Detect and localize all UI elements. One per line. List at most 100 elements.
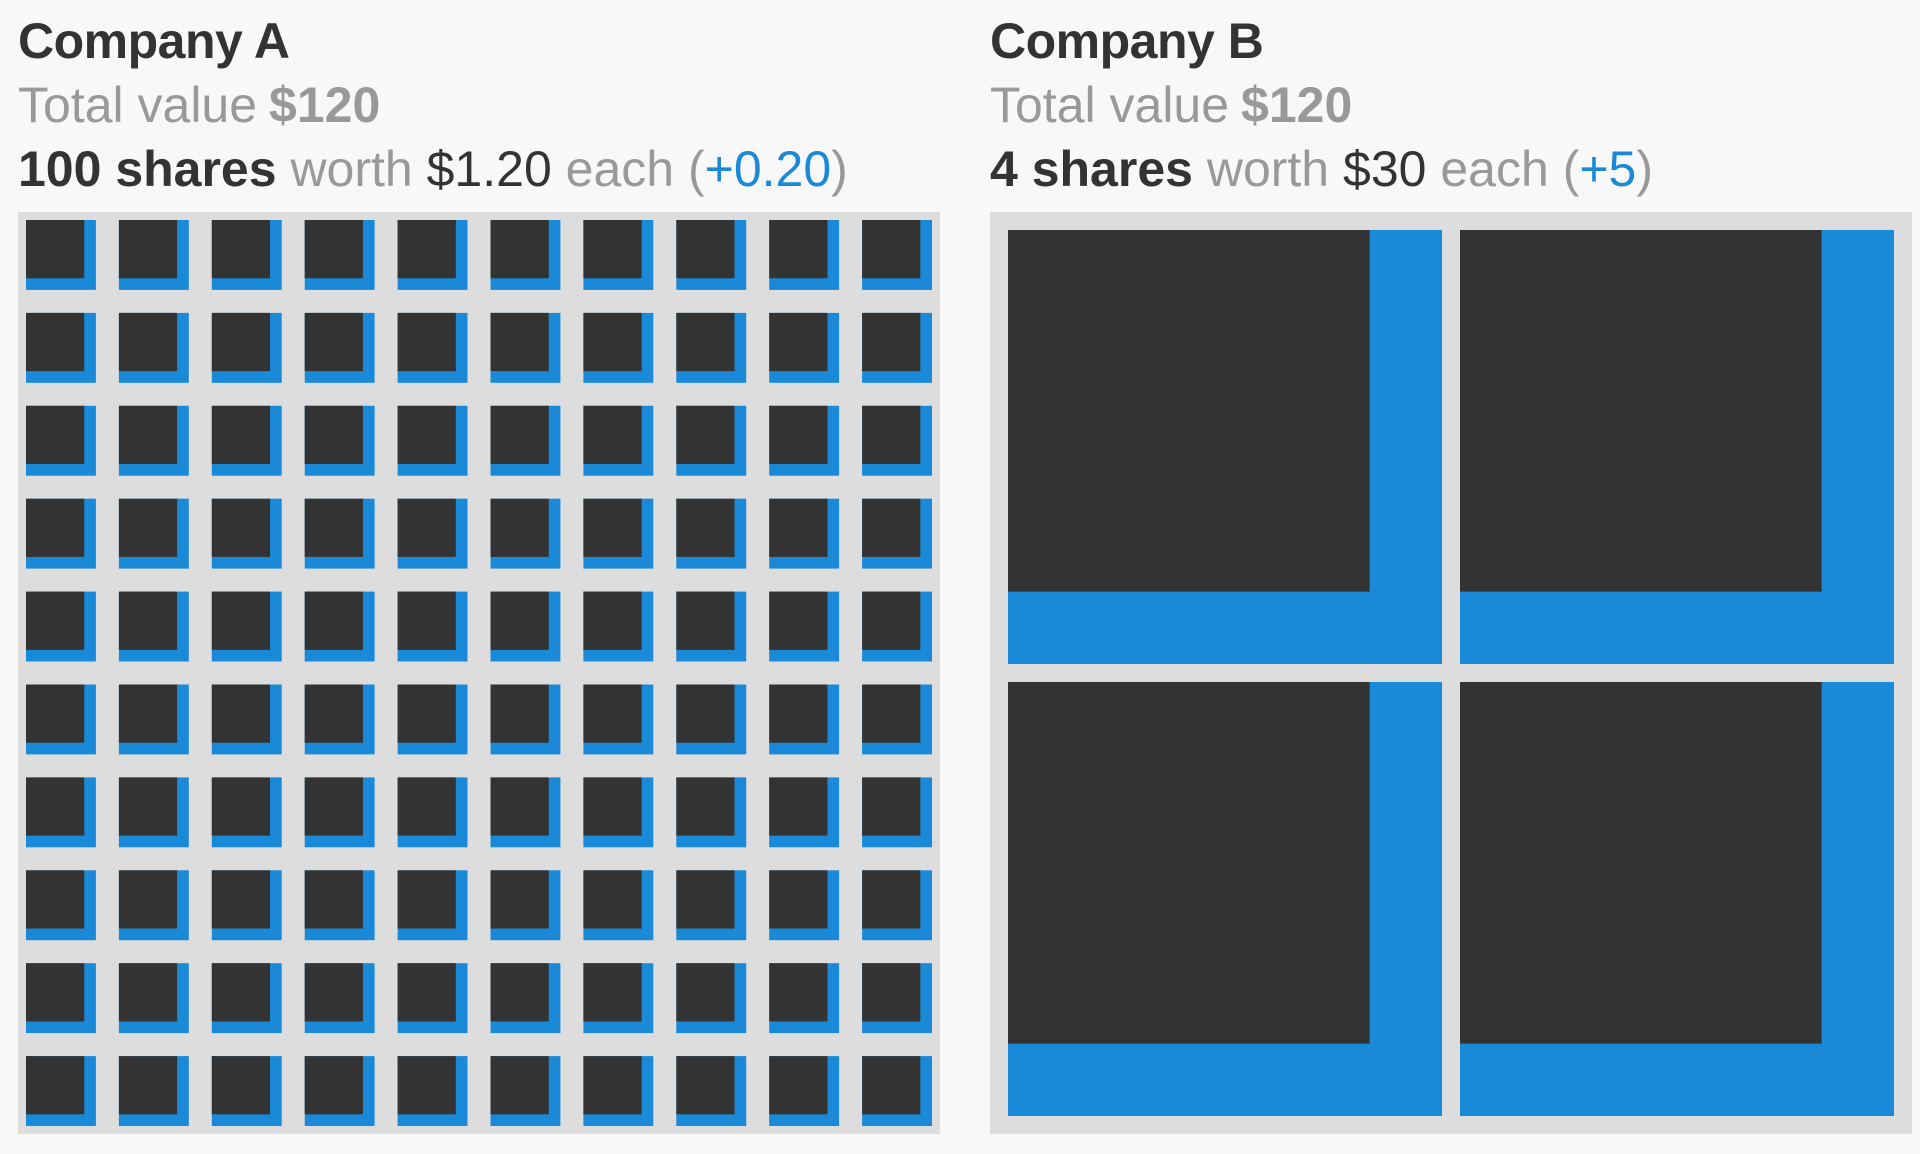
company-a-share-base-24 (304, 405, 363, 465)
company-a-share-base-70 (862, 777, 921, 836)
company-a-share-base-83 (211, 963, 271, 1022)
company-a-share-34 (304, 498, 375, 569)
company-a-share-100 (862, 1056, 932, 1126)
company-a-share-base-58 (676, 684, 735, 743)
company-a-share-base-50 (862, 591, 921, 650)
company-a-share-base-64 (304, 777, 363, 836)
company-b-shares-count: 4 shares (990, 141, 1193, 197)
company-b-share-1 (1008, 230, 1442, 664)
company-a-share-base-37 (583, 498, 642, 557)
company-a-share-52 (118, 684, 189, 755)
company-a-share-85 (397, 963, 468, 1034)
company-a-share-base-15 (397, 312, 456, 372)
company-a-share-67 (583, 777, 654, 848)
company-a-share-48 (676, 591, 747, 662)
company-a-share-base-68 (676, 777, 735, 836)
company-b-share-4 (1460, 682, 1894, 1116)
company-a-share-74 (304, 870, 375, 941)
company-a-share-base-23 (211, 405, 271, 465)
company-a-share-8 (676, 220, 747, 290)
company-b-title: Company B (990, 13, 1264, 69)
company-b-shares-line: 4 shares worth $30 each (+5) (990, 140, 1653, 198)
company-a-share-76 (490, 870, 561, 941)
company-a-share-base-14 (304, 312, 363, 372)
company-a-share-32 (118, 498, 189, 569)
company-a-share-base-72 (118, 870, 178, 929)
company-a-share-base-87 (583, 963, 642, 1022)
company-b-total-value: $120 (1241, 77, 1353, 133)
company-a-share-base-38 (676, 498, 735, 557)
company-b-share-grid (990, 212, 1912, 1134)
company-a-share-10 (862, 220, 932, 290)
company-a-share-base-74 (304, 870, 363, 929)
company-b-price: $30 (1343, 141, 1427, 197)
company-a-share-base-81 (26, 963, 85, 1022)
company-a-share-base-17 (583, 312, 642, 372)
company-a-share-base-33 (211, 498, 271, 557)
company-a-share-base-66 (490, 777, 549, 836)
company-a-share-77 (583, 870, 654, 941)
company-b-worth-word: worth (1206, 141, 1330, 197)
company-a-share-base-89 (769, 963, 828, 1022)
company-a-share-98 (676, 1056, 747, 1126)
company-a-share-base-40 (862, 498, 921, 557)
company-a-share-46 (490, 591, 561, 662)
company-a-share-base-88 (676, 963, 735, 1022)
company-a-share-54 (304, 684, 375, 755)
company-a-share-72 (118, 870, 189, 941)
company-a-share-base-91 (26, 1056, 85, 1115)
company-a-share-95 (397, 1056, 468, 1126)
company-a-share-base-18 (676, 312, 735, 372)
company-a-share-base-98 (676, 1056, 735, 1115)
company-a-share-base-47 (583, 591, 642, 650)
company-a-share-71 (26, 870, 96, 941)
company-a-share-53 (211, 684, 282, 755)
company-a-share-44 (304, 591, 375, 662)
company-a-share-91 (26, 1056, 96, 1126)
company-a-share-base-2 (118, 220, 178, 279)
company-a-share-base-41 (26, 591, 85, 650)
company-a-share-69 (769, 777, 840, 848)
company-a-share-1 (26, 220, 96, 290)
company-a-share-base-31 (26, 498, 85, 557)
company-a-share-3 (211, 220, 282, 290)
company-a-share-86 (490, 963, 561, 1034)
company-b-share-base-3 (1008, 682, 1370, 1044)
company-a-share-base-1 (26, 220, 85, 279)
company-a-share-base-34 (304, 498, 363, 557)
company-a-share-83 (211, 963, 282, 1034)
company-a-share-base-49 (769, 591, 828, 650)
company-a-share-51 (26, 684, 96, 755)
company-a-share-94 (304, 1056, 375, 1126)
company-b-share-base-1 (1008, 230, 1370, 592)
company-a-share-base-48 (676, 591, 735, 650)
company-a-share-99 (769, 1056, 840, 1126)
company-a-share-16 (490, 312, 561, 383)
company-a-share-base-35 (397, 498, 456, 557)
company-a-share-60 (862, 684, 932, 755)
company-a-share-68 (676, 777, 747, 848)
company-a-share-base-96 (490, 1056, 549, 1115)
company-a-shares-count: 100 shares (18, 141, 277, 197)
company-a-share-base-25 (397, 405, 456, 465)
company-a-share-base-22 (118, 405, 178, 465)
company-a-share-37 (583, 498, 654, 569)
company-a-share-base-95 (397, 1056, 456, 1115)
company-b-share-grid-svg (1008, 230, 1894, 1116)
company-a-share-base-82 (118, 963, 178, 1022)
company-a-share-base-4 (304, 220, 363, 279)
company-a-share-11 (26, 312, 96, 383)
company-a-share-20 (862, 312, 932, 383)
company-a-share-63 (211, 777, 282, 848)
company-a-share-base-9 (769, 220, 828, 279)
company-a-share-base-43 (211, 591, 271, 650)
company-a-share-33 (211, 498, 282, 569)
company-b-share-base-2 (1460, 230, 1822, 592)
company-a-share-90 (862, 963, 932, 1034)
company-a-share-base-56 (490, 684, 549, 743)
company-a-share-base-46 (490, 591, 549, 650)
company-a-share-7 (583, 220, 654, 290)
company-a-share-73 (211, 870, 282, 941)
company-a-paren-open: ( (688, 141, 705, 197)
company-a-each-word: each (565, 141, 675, 197)
